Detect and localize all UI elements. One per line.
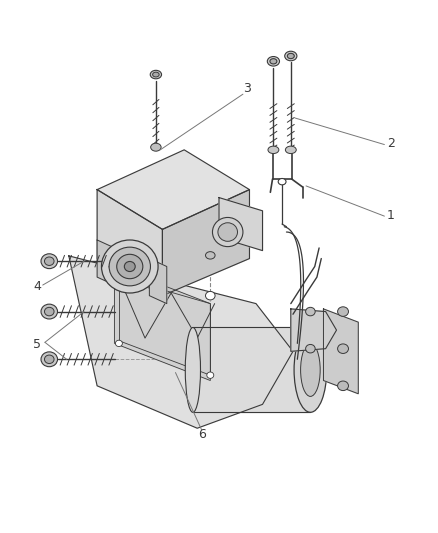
Ellipse shape [267,56,279,66]
Polygon shape [97,190,162,296]
Ellipse shape [218,223,237,241]
Ellipse shape [306,308,315,316]
Ellipse shape [306,344,315,353]
Polygon shape [162,190,250,296]
Polygon shape [97,240,115,285]
Polygon shape [149,259,167,304]
Ellipse shape [278,179,286,185]
Text: 6: 6 [198,428,205,441]
Ellipse shape [338,344,349,353]
Ellipse shape [45,257,54,265]
Ellipse shape [185,327,201,413]
Ellipse shape [152,72,159,77]
Ellipse shape [117,254,143,279]
Text: 2: 2 [387,137,395,150]
Ellipse shape [45,308,54,316]
Text: 1: 1 [387,208,395,222]
Ellipse shape [41,304,57,319]
Ellipse shape [270,59,277,64]
Ellipse shape [124,262,135,271]
Ellipse shape [150,70,162,79]
Ellipse shape [45,355,54,364]
Ellipse shape [41,352,57,367]
Ellipse shape [207,372,214,378]
Ellipse shape [116,340,122,346]
Ellipse shape [205,292,215,300]
Ellipse shape [287,53,294,59]
Ellipse shape [338,381,349,391]
Ellipse shape [294,327,327,413]
Ellipse shape [109,247,150,286]
Polygon shape [69,256,293,428]
Polygon shape [323,309,358,394]
Ellipse shape [102,240,158,293]
Ellipse shape [300,343,320,397]
Ellipse shape [114,260,124,268]
Ellipse shape [151,143,161,151]
Ellipse shape [268,146,279,154]
Ellipse shape [212,217,243,247]
Polygon shape [219,198,262,251]
Text: 4: 4 [33,280,41,293]
Polygon shape [115,266,210,381]
Polygon shape [193,327,311,413]
Ellipse shape [338,307,349,317]
Polygon shape [291,309,336,351]
Text: 5: 5 [33,338,41,351]
Ellipse shape [205,252,215,259]
Polygon shape [97,150,250,229]
Ellipse shape [285,51,297,61]
Ellipse shape [41,254,57,269]
Text: 3: 3 [244,83,251,95]
Ellipse shape [286,146,296,154]
